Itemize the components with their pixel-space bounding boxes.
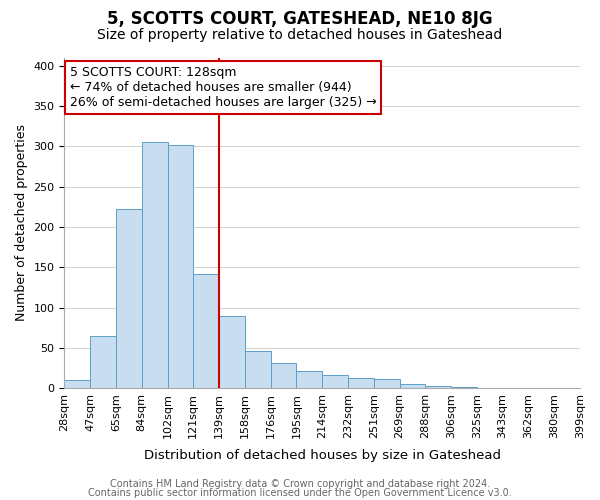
- Text: 5 SCOTTS COURT: 128sqm
← 74% of detached houses are smaller (944)
26% of semi-de: 5 SCOTTS COURT: 128sqm ← 74% of detached…: [70, 66, 376, 109]
- Text: Contains HM Land Registry data © Crown copyright and database right 2024.: Contains HM Land Registry data © Crown c…: [110, 479, 490, 489]
- Text: Contains public sector information licensed under the Open Government Licence v3: Contains public sector information licen…: [88, 488, 512, 498]
- Bar: [451, 387, 477, 388]
- Bar: [322, 376, 348, 388]
- Text: 5, SCOTTS COURT, GATESHEAD, NE10 8JG: 5, SCOTTS COURT, GATESHEAD, NE10 8JG: [107, 10, 493, 28]
- Bar: [348, 378, 374, 388]
- Bar: [219, 316, 245, 388]
- Bar: [193, 274, 219, 388]
- Bar: [425, 386, 451, 388]
- Bar: [142, 142, 167, 388]
- Bar: [400, 384, 425, 388]
- Bar: [296, 370, 322, 388]
- Bar: [116, 209, 142, 388]
- Bar: [167, 144, 193, 388]
- Bar: [90, 336, 116, 388]
- Bar: [271, 364, 296, 388]
- Bar: [374, 378, 400, 388]
- X-axis label: Distribution of detached houses by size in Gateshead: Distribution of detached houses by size …: [144, 450, 501, 462]
- Bar: [64, 380, 90, 388]
- Y-axis label: Number of detached properties: Number of detached properties: [15, 124, 28, 322]
- Bar: [245, 352, 271, 389]
- Text: Size of property relative to detached houses in Gateshead: Size of property relative to detached ho…: [97, 28, 503, 42]
